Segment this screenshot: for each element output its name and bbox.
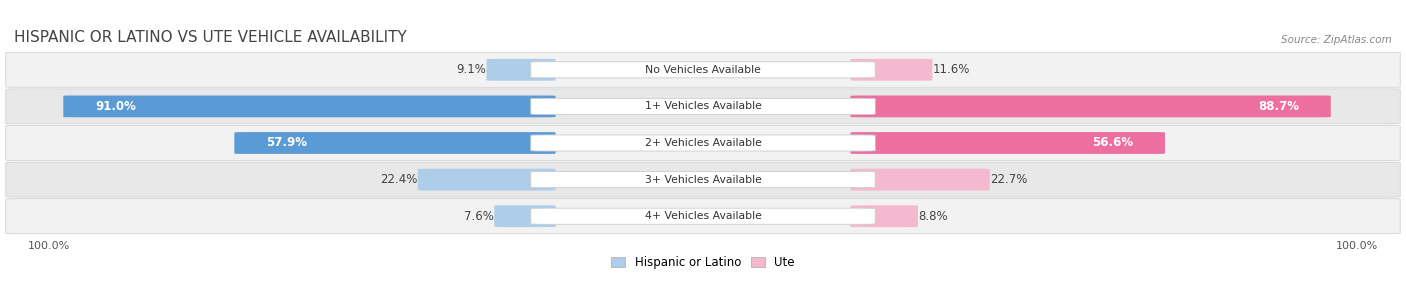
- FancyBboxPatch shape: [235, 132, 555, 154]
- Text: 11.6%: 11.6%: [932, 63, 970, 76]
- FancyBboxPatch shape: [63, 96, 555, 117]
- FancyBboxPatch shape: [6, 89, 1400, 124]
- Text: 8.8%: 8.8%: [918, 210, 948, 223]
- FancyBboxPatch shape: [531, 98, 875, 114]
- FancyBboxPatch shape: [851, 59, 932, 81]
- Text: 100.0%: 100.0%: [28, 241, 70, 251]
- FancyBboxPatch shape: [6, 199, 1400, 234]
- Text: 22.7%: 22.7%: [990, 173, 1028, 186]
- FancyBboxPatch shape: [531, 62, 875, 78]
- FancyBboxPatch shape: [486, 59, 555, 81]
- Text: 7.6%: 7.6%: [464, 210, 495, 223]
- FancyBboxPatch shape: [851, 96, 1331, 117]
- FancyBboxPatch shape: [531, 172, 875, 188]
- FancyBboxPatch shape: [6, 162, 1400, 197]
- Text: 4+ Vehicles Available: 4+ Vehicles Available: [644, 211, 762, 221]
- Text: 1+ Vehicles Available: 1+ Vehicles Available: [644, 102, 762, 111]
- FancyBboxPatch shape: [851, 132, 1166, 154]
- Text: 57.9%: 57.9%: [266, 136, 307, 150]
- Text: 2+ Vehicles Available: 2+ Vehicles Available: [644, 138, 762, 148]
- FancyBboxPatch shape: [531, 208, 875, 224]
- Text: 56.6%: 56.6%: [1092, 136, 1133, 150]
- FancyBboxPatch shape: [851, 205, 918, 227]
- Legend: Hispanic or Latino, Ute: Hispanic or Latino, Ute: [612, 256, 794, 269]
- FancyBboxPatch shape: [418, 169, 555, 190]
- Text: 22.4%: 22.4%: [381, 173, 418, 186]
- Text: HISPANIC OR LATINO VS UTE VEHICLE AVAILABILITY: HISPANIC OR LATINO VS UTE VEHICLE AVAILA…: [14, 30, 406, 45]
- FancyBboxPatch shape: [6, 126, 1400, 160]
- FancyBboxPatch shape: [531, 135, 875, 151]
- Text: 91.0%: 91.0%: [96, 100, 136, 113]
- Text: 9.1%: 9.1%: [457, 63, 486, 76]
- Text: 88.7%: 88.7%: [1258, 100, 1299, 113]
- Text: Source: ZipAtlas.com: Source: ZipAtlas.com: [1281, 35, 1392, 45]
- FancyBboxPatch shape: [851, 169, 990, 190]
- Text: 3+ Vehicles Available: 3+ Vehicles Available: [644, 175, 762, 184]
- FancyBboxPatch shape: [6, 52, 1400, 87]
- FancyBboxPatch shape: [495, 205, 555, 227]
- Text: 100.0%: 100.0%: [1336, 241, 1378, 251]
- Text: No Vehicles Available: No Vehicles Available: [645, 65, 761, 75]
